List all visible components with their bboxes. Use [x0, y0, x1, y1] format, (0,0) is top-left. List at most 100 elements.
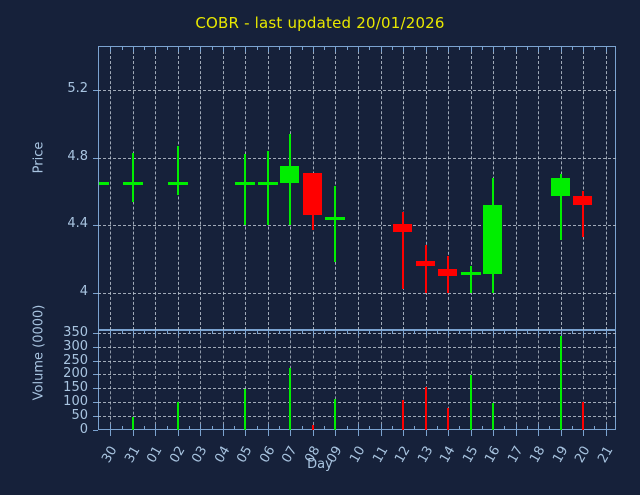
candle-wick — [131, 152, 134, 202]
x-axis-minor-tick — [312, 46, 314, 52]
x-axis-minor-tick — [571, 426, 573, 430]
x-axis-minor-tick — [144, 330, 146, 334]
price-x-gridline — [583, 46, 585, 330]
volume-bar — [176, 402, 179, 430]
volume-gridline — [98, 416, 616, 418]
x-axis-minor-tick — [571, 330, 573, 334]
volume-axis-tick — [93, 346, 98, 348]
volume-tick-label: 250 — [63, 352, 88, 368]
x-axis-minor-tick — [526, 426, 528, 430]
x-axis-minor-tick — [267, 46, 269, 52]
x-axis-minor-tick — [549, 46, 551, 50]
volume-axis-tick — [93, 374, 98, 376]
x-axis-minor-tick — [245, 330, 247, 336]
x-axis-tick — [538, 430, 540, 436]
candle-doji-tick — [257, 181, 278, 185]
x-axis-minor-tick — [166, 426, 168, 430]
candle-wick — [244, 154, 247, 226]
x-axis-minor-tick — [538, 46, 540, 52]
x-axis-tick — [403, 430, 405, 436]
x-axis-minor-tick — [414, 330, 416, 334]
x-axis-minor-tick — [515, 330, 517, 336]
x-axis-minor-tick — [425, 330, 427, 336]
volume-tick-label: 150 — [63, 380, 88, 396]
x-axis-minor-tick — [211, 46, 213, 50]
x-axis-minor-tick — [189, 330, 191, 334]
x-axis-minor-tick — [571, 46, 573, 50]
volume-tick-label: 50 — [71, 408, 88, 424]
x-axis-tick — [335, 430, 337, 436]
x-axis-minor-tick — [166, 46, 168, 50]
volume-tick-label: 200 — [63, 366, 88, 382]
candle-doji-tick — [99, 181, 109, 185]
price-gridline — [98, 292, 616, 294]
candle-wick — [176, 145, 179, 195]
volume-axis-tick — [93, 332, 98, 334]
volume-tick-label: 100 — [63, 394, 88, 410]
candle-body — [550, 177, 570, 197]
x-axis-minor-tick — [155, 424, 157, 430]
volume-x-gridline — [312, 330, 314, 430]
x-axis-minor-tick — [459, 330, 461, 334]
volume-bar — [402, 399, 405, 430]
x-axis-minor-tick — [301, 46, 303, 50]
price-gridline — [98, 225, 616, 227]
candle-wick — [402, 211, 405, 290]
x-axis-minor-tick — [200, 424, 202, 430]
volume-axis-tick — [93, 360, 98, 362]
x-axis-minor-tick — [256, 330, 258, 334]
x-axis-minor-tick — [403, 330, 405, 336]
x-axis-minor-tick — [481, 46, 483, 50]
x-axis-minor-tick — [110, 46, 112, 52]
price-x-gridline — [470, 46, 472, 330]
volume-bar — [492, 403, 495, 430]
volume-x-gridline — [267, 330, 269, 430]
x-axis-minor-tick — [189, 46, 191, 50]
x-axis-minor-tick — [155, 330, 157, 336]
volume-bar — [582, 402, 585, 430]
price-x-gridline — [222, 46, 224, 330]
x-axis-minor-tick — [222, 424, 224, 430]
price-x-gridline — [200, 46, 202, 330]
x-axis-minor-tick — [605, 330, 607, 336]
volume-bar — [131, 416, 134, 430]
price-tick-label: 5.2 — [67, 80, 88, 96]
x-axis-minor-tick — [560, 330, 562, 336]
volume-gridline — [98, 374, 616, 376]
volume-x-gridline — [335, 330, 337, 430]
x-axis-minor-tick — [279, 330, 281, 334]
x-axis-minor-tick — [583, 46, 585, 52]
x-axis-minor-tick — [245, 46, 247, 52]
x-axis-tick — [267, 430, 269, 436]
x-axis-minor-tick — [436, 46, 438, 50]
volume-x-gridline — [245, 330, 247, 430]
x-axis-minor-tick — [267, 424, 269, 430]
price-x-gridline — [358, 46, 359, 330]
x-axis-tick — [290, 430, 292, 436]
volume-x-gridline — [403, 330, 405, 430]
x-axis-tick — [560, 430, 562, 436]
x-axis-minor-tick — [549, 426, 551, 430]
volume-x-gridline — [538, 330, 540, 430]
price-axis-tick — [93, 225, 98, 227]
price-gridline — [98, 157, 616, 159]
x-axis-minor-tick — [594, 46, 596, 50]
x-axis-minor-tick — [301, 426, 303, 430]
x-axis-minor-tick — [335, 46, 337, 52]
volume-x-gridline — [493, 330, 495, 430]
x-axis-tick — [312, 430, 314, 436]
volume-x-gridline — [200, 330, 202, 430]
x-axis-minor-tick — [324, 46, 326, 50]
candle-wick — [582, 191, 585, 238]
candle-body — [393, 223, 413, 232]
price-x-gridline — [515, 46, 517, 330]
x-axis-minor-tick — [346, 46, 348, 50]
candle-doji-tick — [235, 181, 256, 185]
x-axis-tick — [493, 430, 495, 436]
x-axis-minor-tick — [177, 46, 179, 52]
candle-body — [415, 260, 435, 266]
price-tick-label: 4 — [79, 283, 88, 299]
x-axis-tick — [515, 430, 517, 436]
price-x-gridline — [448, 46, 450, 330]
chart-title: COBR - last updated 20/01/2026 — [195, 14, 445, 32]
